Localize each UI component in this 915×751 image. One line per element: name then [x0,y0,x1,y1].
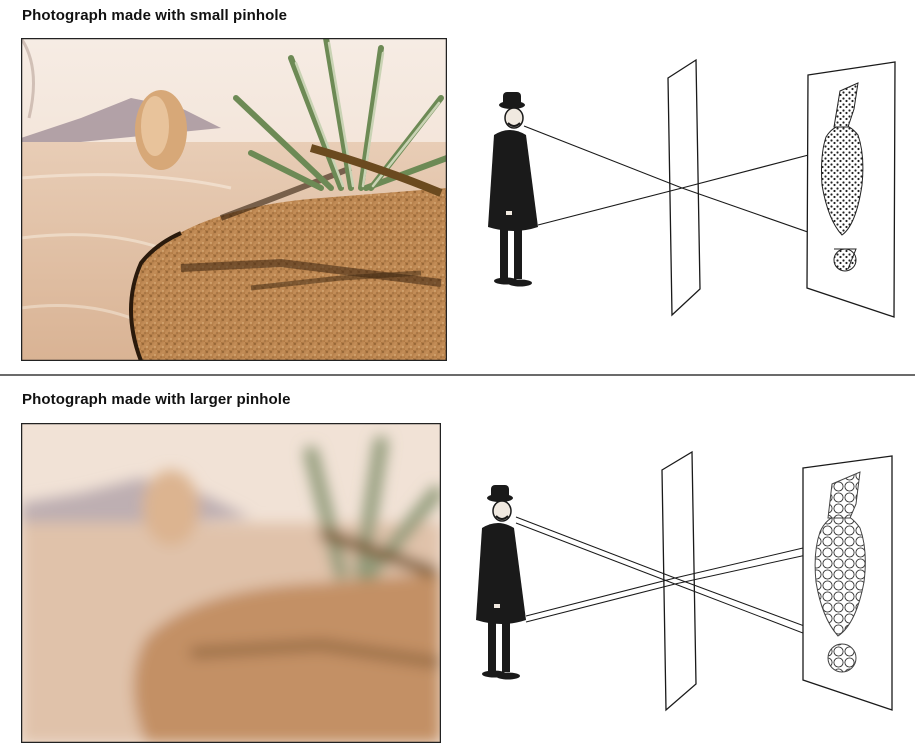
inverted-image-sharp [821,82,864,272]
inverted-image-blurry [814,471,866,673]
observer-figure [476,485,526,680]
small-pinhole-panel: Photograph made with small pinhole [0,7,915,376]
pinhole-screen [661,450,697,712]
small-pinhole-caption: Photograph made with small pinhole [22,7,288,24]
sharp-photograph [21,38,447,361]
observer-figure [488,92,538,287]
small-pinhole-projection-diagram [488,58,896,318]
panel-divider [0,374,915,376]
blurry-photograph [21,423,441,743]
larger-pinhole-projection-diagram [476,450,893,712]
larger-pinhole-caption: Photograph made with larger pinhole [22,391,291,408]
larger-pinhole-panel: Photograph made with larger pinhole [0,378,915,751]
